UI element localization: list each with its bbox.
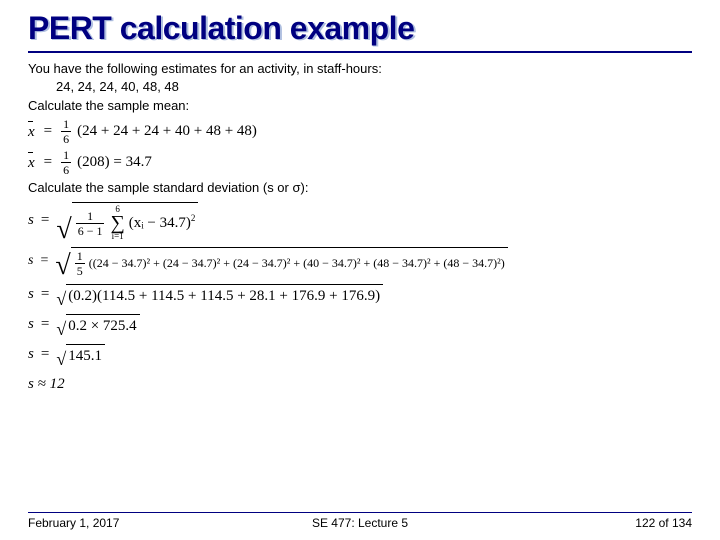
sqrt-symbol: √ 145.1 [56,342,105,366]
sd-eq-3: s = √ (0.2)(114.5 + 114.5 + 114.5 + 28.1… [28,281,692,307]
equals-sign: = [38,345,52,364]
sd-line5: 145.1 [66,344,105,366]
mean-eq-2: x = 1 6 (208) = 34.7 [28,149,692,176]
fraction-den: 6 − 1 [76,223,105,237]
mean-label: Calculate the sample mean: [28,98,692,114]
sd-line3: (0.2)(114.5 + 114.5 + 114.5 + 28.1 + 176… [66,284,383,306]
sd-eq-6: s ≈ 12 [28,371,692,397]
slide-body: You have the following estimates for an … [28,61,692,397]
equals-sign: = [37,252,51,270]
fraction-1-6: 1 6 [59,149,73,176]
fraction-num: 1 [61,118,71,131]
sd-eq-4: s = √ 0.2 × 725.4 [28,311,692,337]
fraction-1-over-n-1: 1 6 − 1 [74,210,107,237]
slide-footer: February 1, 2017 SE 477: Lecture 5 122 o… [28,512,692,530]
sqrt-symbol: √ (0.2)(114.5 + 114.5 + 114.5 + 28.1 + 1… [56,282,383,306]
equals-sign: = [38,315,52,334]
intro-line: You have the following estimates for an … [28,61,692,77]
equals-sign: = [41,122,55,141]
s-letter: s [28,252,33,270]
fraction-den: 6 [61,131,71,145]
mean-eq2-rhs: (208) = 34.7 [77,153,152,172]
fraction-num: 1 [61,149,71,162]
summation-symbol: 6 ∑ i=1 [108,205,126,241]
x-bar-symbol: x [28,121,35,142]
sd-label: Calculate the sample standard deviation … [28,180,692,196]
fraction-num: 1 [75,250,85,263]
slide-title: PERT calculation example [28,10,692,53]
sd-eq-5: s = √ 145.1 [28,341,692,367]
x-bar-symbol: x [28,152,35,173]
sd-eq-1: s = √ 1 6 − 1 6 ∑ i=1 (xᵢ − [28,200,692,241]
sd-line4: 0.2 × 725.4 [66,314,139,336]
fraction-1-5: 1 5 [73,250,87,277]
mean-eq1-rhs: (24 + 24 + 24 + 40 + 48 + 48) [77,122,257,141]
equals-sign: = [38,211,52,230]
sd-expansion: ((24 − 34.7)² + (24 − 34.7)² + (24 − 34.… [89,256,505,271]
sum-lower: i=1 [112,232,124,241]
sqrt-symbol: √ 0.2 × 725.4 [56,312,139,336]
sd-formulas: s = √ 1 6 − 1 6 ∑ i=1 (xᵢ − [28,200,692,397]
sd-term-text: (xᵢ − 34.7) [129,215,191,231]
s-letter: s [28,211,34,230]
s-letter: s [28,345,34,364]
sqrt-symbol: √ 1 5 ((24 − 34.7)² + (24 − 34.7)² + (24… [55,245,507,277]
fraction-num: 1 [85,210,95,223]
fraction-den: 6 [61,162,71,176]
s-letter: s [28,285,34,304]
sd-term: (xᵢ − 34.7)2 [129,213,196,233]
fraction-1-6: 1 6 [59,118,73,145]
slide: PERT calculation example You have the fo… [0,0,720,540]
sqrt-symbol: √ 1 6 − 1 6 ∑ i=1 (xᵢ − 34.7)2 [56,200,198,241]
mean-eq-1: x = 1 6 (24 + 24 + 24 + 40 + 48 + 48) [28,118,692,145]
fraction-den: 5 [75,263,85,277]
estimates-list: 24, 24, 24, 40, 48, 48 [28,79,692,95]
s-letter: s [28,315,34,334]
footer-course: SE 477: Lecture 5 [28,516,692,530]
equals-sign: = [38,285,52,304]
mean-formulas: x = 1 6 (24 + 24 + 24 + 40 + 48 + 48) x … [28,118,692,176]
equals-sign: = [41,153,55,172]
sd-eq-2: s = √ 1 5 ((24 − 34.7)² + (24 − 34.7)² +… [28,245,692,277]
